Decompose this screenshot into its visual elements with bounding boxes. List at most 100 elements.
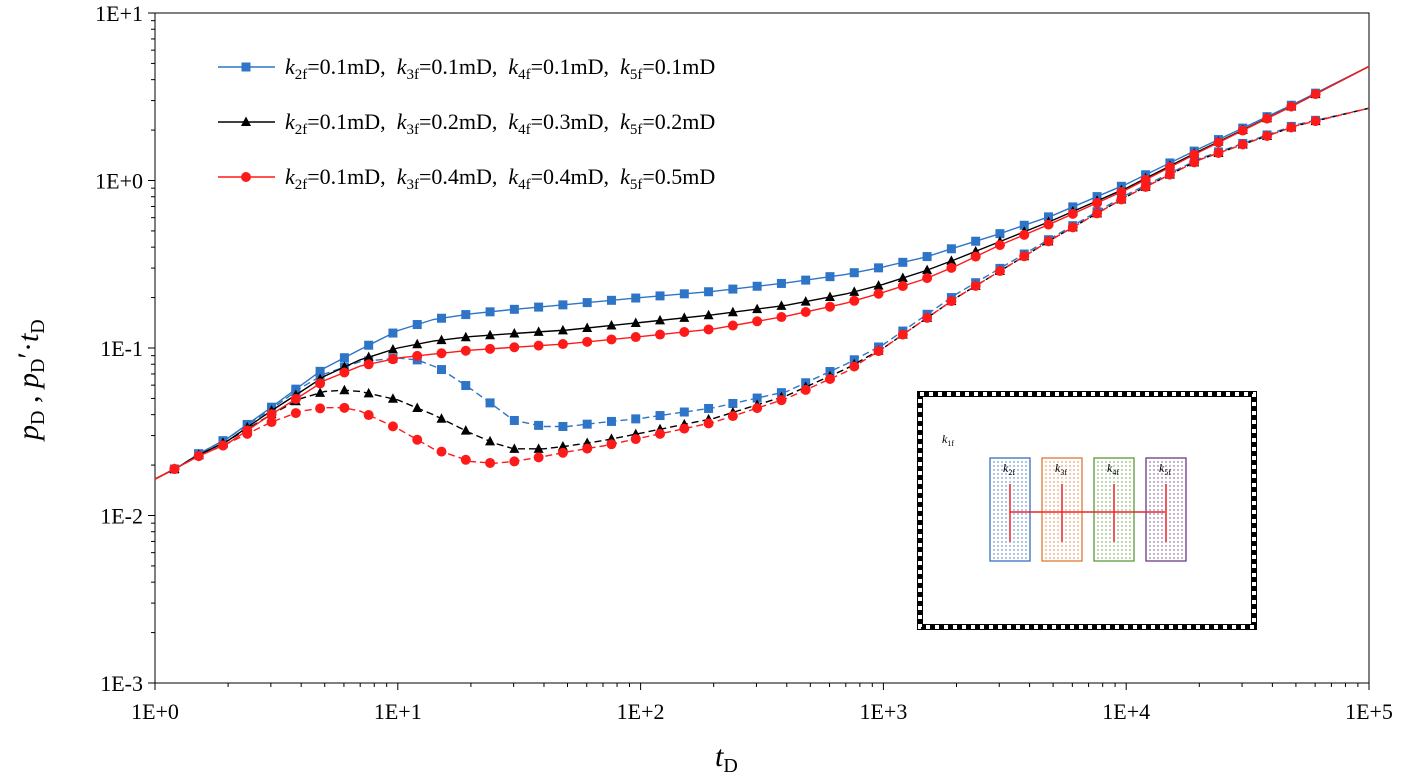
derivative-point [824,374,835,385]
x-tick-label: 1E+5 [1345,699,1393,724]
pressure-point [387,354,398,365]
derivative-point [387,421,398,432]
inset-region-2f: k2f [989,457,1031,562]
pressure-point [946,255,957,265]
pressure-point [655,291,665,301]
pressure-point [557,324,568,335]
pressure-point [824,291,835,302]
pressure-point [1019,220,1029,230]
pressure-point [800,306,811,317]
derivative-point [679,407,689,417]
derivative-point [242,428,253,439]
derivative-point [1189,157,1200,168]
pressure-point [897,281,908,292]
pressure-point [801,275,811,285]
pressure-point [388,328,398,338]
inset-outer-border [917,391,1257,630]
x-axis: 1E+0 1E+1 1E+2 1E+3 1E+4 1E+5 [131,683,1393,724]
pressure-point [776,300,787,310]
pressure-point [897,272,908,283]
derivative-point [1067,222,1078,233]
pressure-point [776,278,786,288]
derivative-point [703,418,714,429]
pressure-point [776,312,787,323]
pressure-point [412,320,422,330]
pressure-point [849,286,860,296]
pressure-point [363,359,374,370]
pressure-point [485,307,495,317]
derivative-point [461,381,471,391]
y-tick-label: 1E-1 [100,336,143,361]
pressure-point [752,303,763,314]
pressure-point [703,324,714,335]
derivative-point [1213,148,1224,159]
pressure-point [1140,174,1151,185]
pressure-point [655,314,666,325]
derivative-point [193,451,204,462]
derivative-point [1116,194,1127,205]
derivative-point [582,419,592,429]
inset-region-5f: k5f [1145,457,1187,562]
derivative-line [154,107,1370,480]
derivative-point [1286,122,1297,133]
pressure-point [436,348,447,359]
derivative-point [509,443,520,453]
inset-matrix-label: k1f [942,432,954,448]
derivative-point [849,361,860,372]
derivative-point [1310,116,1321,127]
derivative-point [412,402,423,412]
pressure-point [1164,162,1175,173]
pressure-point [679,289,689,299]
pressure-point [1043,219,1054,230]
series-layer [154,65,1370,480]
pressure-point [363,351,374,362]
pressure-point [922,264,933,275]
derivative-point [1140,181,1151,192]
pressure-point [412,338,423,349]
derivative-point [290,408,301,419]
x-tick-label: 1E+4 [1102,699,1150,724]
pressure-point [266,409,277,420]
pressure-point [387,344,398,354]
pressure-point [1237,125,1248,136]
derivative-point [800,384,811,395]
pressure-point [995,229,1005,239]
derivative-point [387,393,398,403]
derivative-point [363,410,374,421]
pressure-point [582,336,593,347]
y-axis-title: pD , pD′·tD [12,319,49,442]
pressure-point [824,301,835,312]
derivative-point [946,296,957,307]
pressure-point [873,280,884,290]
derivative-point [558,421,568,431]
derivative-point [436,446,447,457]
derivative-point [873,346,884,357]
derivative-point [752,403,763,414]
pressure-point [509,342,520,353]
pressure-point [1189,149,1200,160]
derivative-point [679,423,690,434]
derivative-point [412,434,423,445]
inset-region-label: k4f [1107,461,1119,477]
pressure-point [655,329,666,340]
derivative-point [436,413,447,423]
pressure-point [1286,101,1297,112]
pressure-point [800,296,811,306]
pressure-point [509,327,520,338]
derivative-point [460,454,471,465]
derivative-point [437,365,447,375]
derivative-point [1019,251,1030,262]
pressure-point [728,284,738,294]
derivative-point [582,443,593,454]
derivative-point [897,329,908,340]
pressure-point [752,316,763,327]
legend: k2f=0.1mD, k3f=0.1mD, k4f=0.1mD, k5f=0.1mD k… [218,54,715,193]
derivative-point [606,416,616,426]
pressure-point [461,310,471,320]
legend-marker [241,172,251,182]
legend-entry: k2f=0.1mD, k3f=0.4mD, k4f=0.4mD, k5f=0.5mD [285,164,715,193]
x-axis-title: tD [715,740,738,776]
pressure-point [849,268,859,278]
derivative-point [557,447,568,458]
